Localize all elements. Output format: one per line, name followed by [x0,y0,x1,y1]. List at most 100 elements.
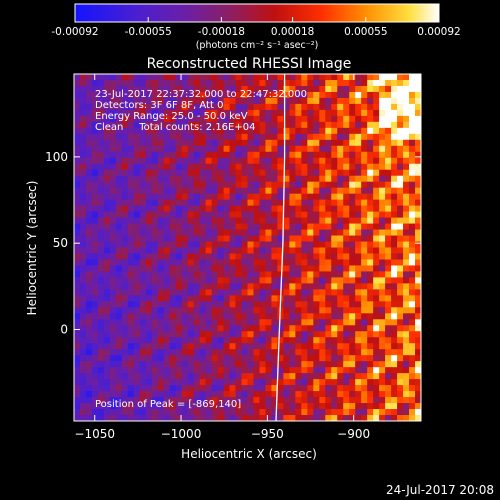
heatmap-cell [385,367,392,374]
heatmap-cell [409,175,416,183]
heatmap-cell [139,289,147,296]
heatmap-cell [139,331,147,338]
heatmap-cell [187,385,195,392]
heatmap-cell [343,133,350,141]
heatmap-cell [385,391,392,398]
heatmap-cell [157,397,165,404]
heatmap-cell [169,313,177,320]
heatmap-cell [229,211,236,218]
heatmap-cell [175,283,183,290]
heatmap-cell [115,385,123,392]
heatmap-cell [241,415,248,421]
heatmap-cell [325,211,332,218]
heatmap-cell [193,295,201,302]
heatmap-cell [145,337,153,344]
heatmap-cell [139,193,147,201]
heatmap-cell [193,157,201,165]
heatmap-cell [295,391,302,398]
heatmap-cell [367,349,374,356]
heatmap-cell [181,295,189,302]
heatmap-cell [403,217,410,224]
heatmap-cell [199,391,207,398]
heatmap-cell [103,169,111,177]
heatmap-cell [409,361,416,368]
heatmap-cell [385,331,392,338]
heatmap-cell [415,139,421,147]
heatmap-cell [74,385,81,392]
heatmap-cell [343,223,350,230]
heatmap-cell [343,415,350,421]
heatmap-cell [91,211,99,218]
heatmap-cell [307,373,314,380]
heatmap-cell [211,145,218,153]
heatmap-cell [115,205,123,212]
heatmap-cell [265,415,272,421]
heatmap-cell [139,145,147,153]
heatmap-cell [409,133,416,141]
heatmap-cell [415,241,421,248]
heatmap-cell [109,127,117,135]
heatmap-cell [121,301,129,308]
heatmap-cell [313,295,320,302]
heatmap-cell [379,259,386,266]
heatmap-cell [205,163,212,171]
heatmap-cell [79,265,87,272]
heatmap-cell [211,169,218,177]
heatmap-cell [241,277,248,284]
heatmap-cell [367,271,374,278]
heatmap-cell [343,271,350,278]
heatmap-cell [193,367,201,374]
heatmap-cell [331,205,338,212]
heatmap-cell [403,223,410,230]
heatmap-cell [223,91,230,99]
heatmap-cell [157,253,165,260]
heatmap-cell [295,343,302,350]
heatmap-cell [151,361,159,368]
heatmap-cell [157,343,165,350]
peak-position-text: Position of Peak = [-869,140] [95,399,241,410]
heatmap-cell [151,253,159,260]
heatmap-cell [217,97,224,105]
heatmap-cell [169,181,177,189]
heatmap-cell [79,337,87,344]
heatmap-cell [115,127,123,135]
heatmap-cell [74,403,81,410]
heatmap-cell [319,307,326,314]
heatmap-cell [349,85,356,93]
heatmap-cell [271,121,278,129]
heatmap-cell [313,415,320,421]
heatmap-cell [85,271,93,278]
heatmap-cell [325,379,332,386]
heatmap-cell [397,325,404,332]
heatmap-cell [163,283,171,290]
heatmap-cell [325,385,332,392]
heatmap-cell [415,97,421,105]
heatmap-cell [199,205,207,212]
heatmap-cell [91,103,99,111]
heatmap-cell [319,157,326,165]
heatmap-cell [85,205,93,212]
heatmap-cell [403,211,410,218]
heatmap-cell [277,367,284,374]
heatmap-cell [247,283,254,290]
heatmap-cell [97,331,105,338]
heatmap-cell [115,301,123,308]
heatmap-cell [235,265,242,272]
heatmap-cell [277,319,284,326]
heatmap-cell [355,265,362,272]
heatmap-cell [205,151,212,159]
heatmap-cell [91,367,99,374]
heatmap-cell [217,277,224,284]
heatmap-cell [247,415,254,421]
heatmap-cell [235,205,242,212]
heatmap-cell [355,409,362,416]
heatmap-cell [253,385,260,392]
heatmap-cell [133,241,141,248]
heatmap-cell [361,163,368,171]
heatmap-cell [307,115,314,123]
heatmap-cell [74,241,81,248]
heatmap-cell [313,217,320,224]
heatmap-cell [289,307,296,314]
heatmap-cell [229,97,236,105]
heatmap-cell [169,277,177,284]
